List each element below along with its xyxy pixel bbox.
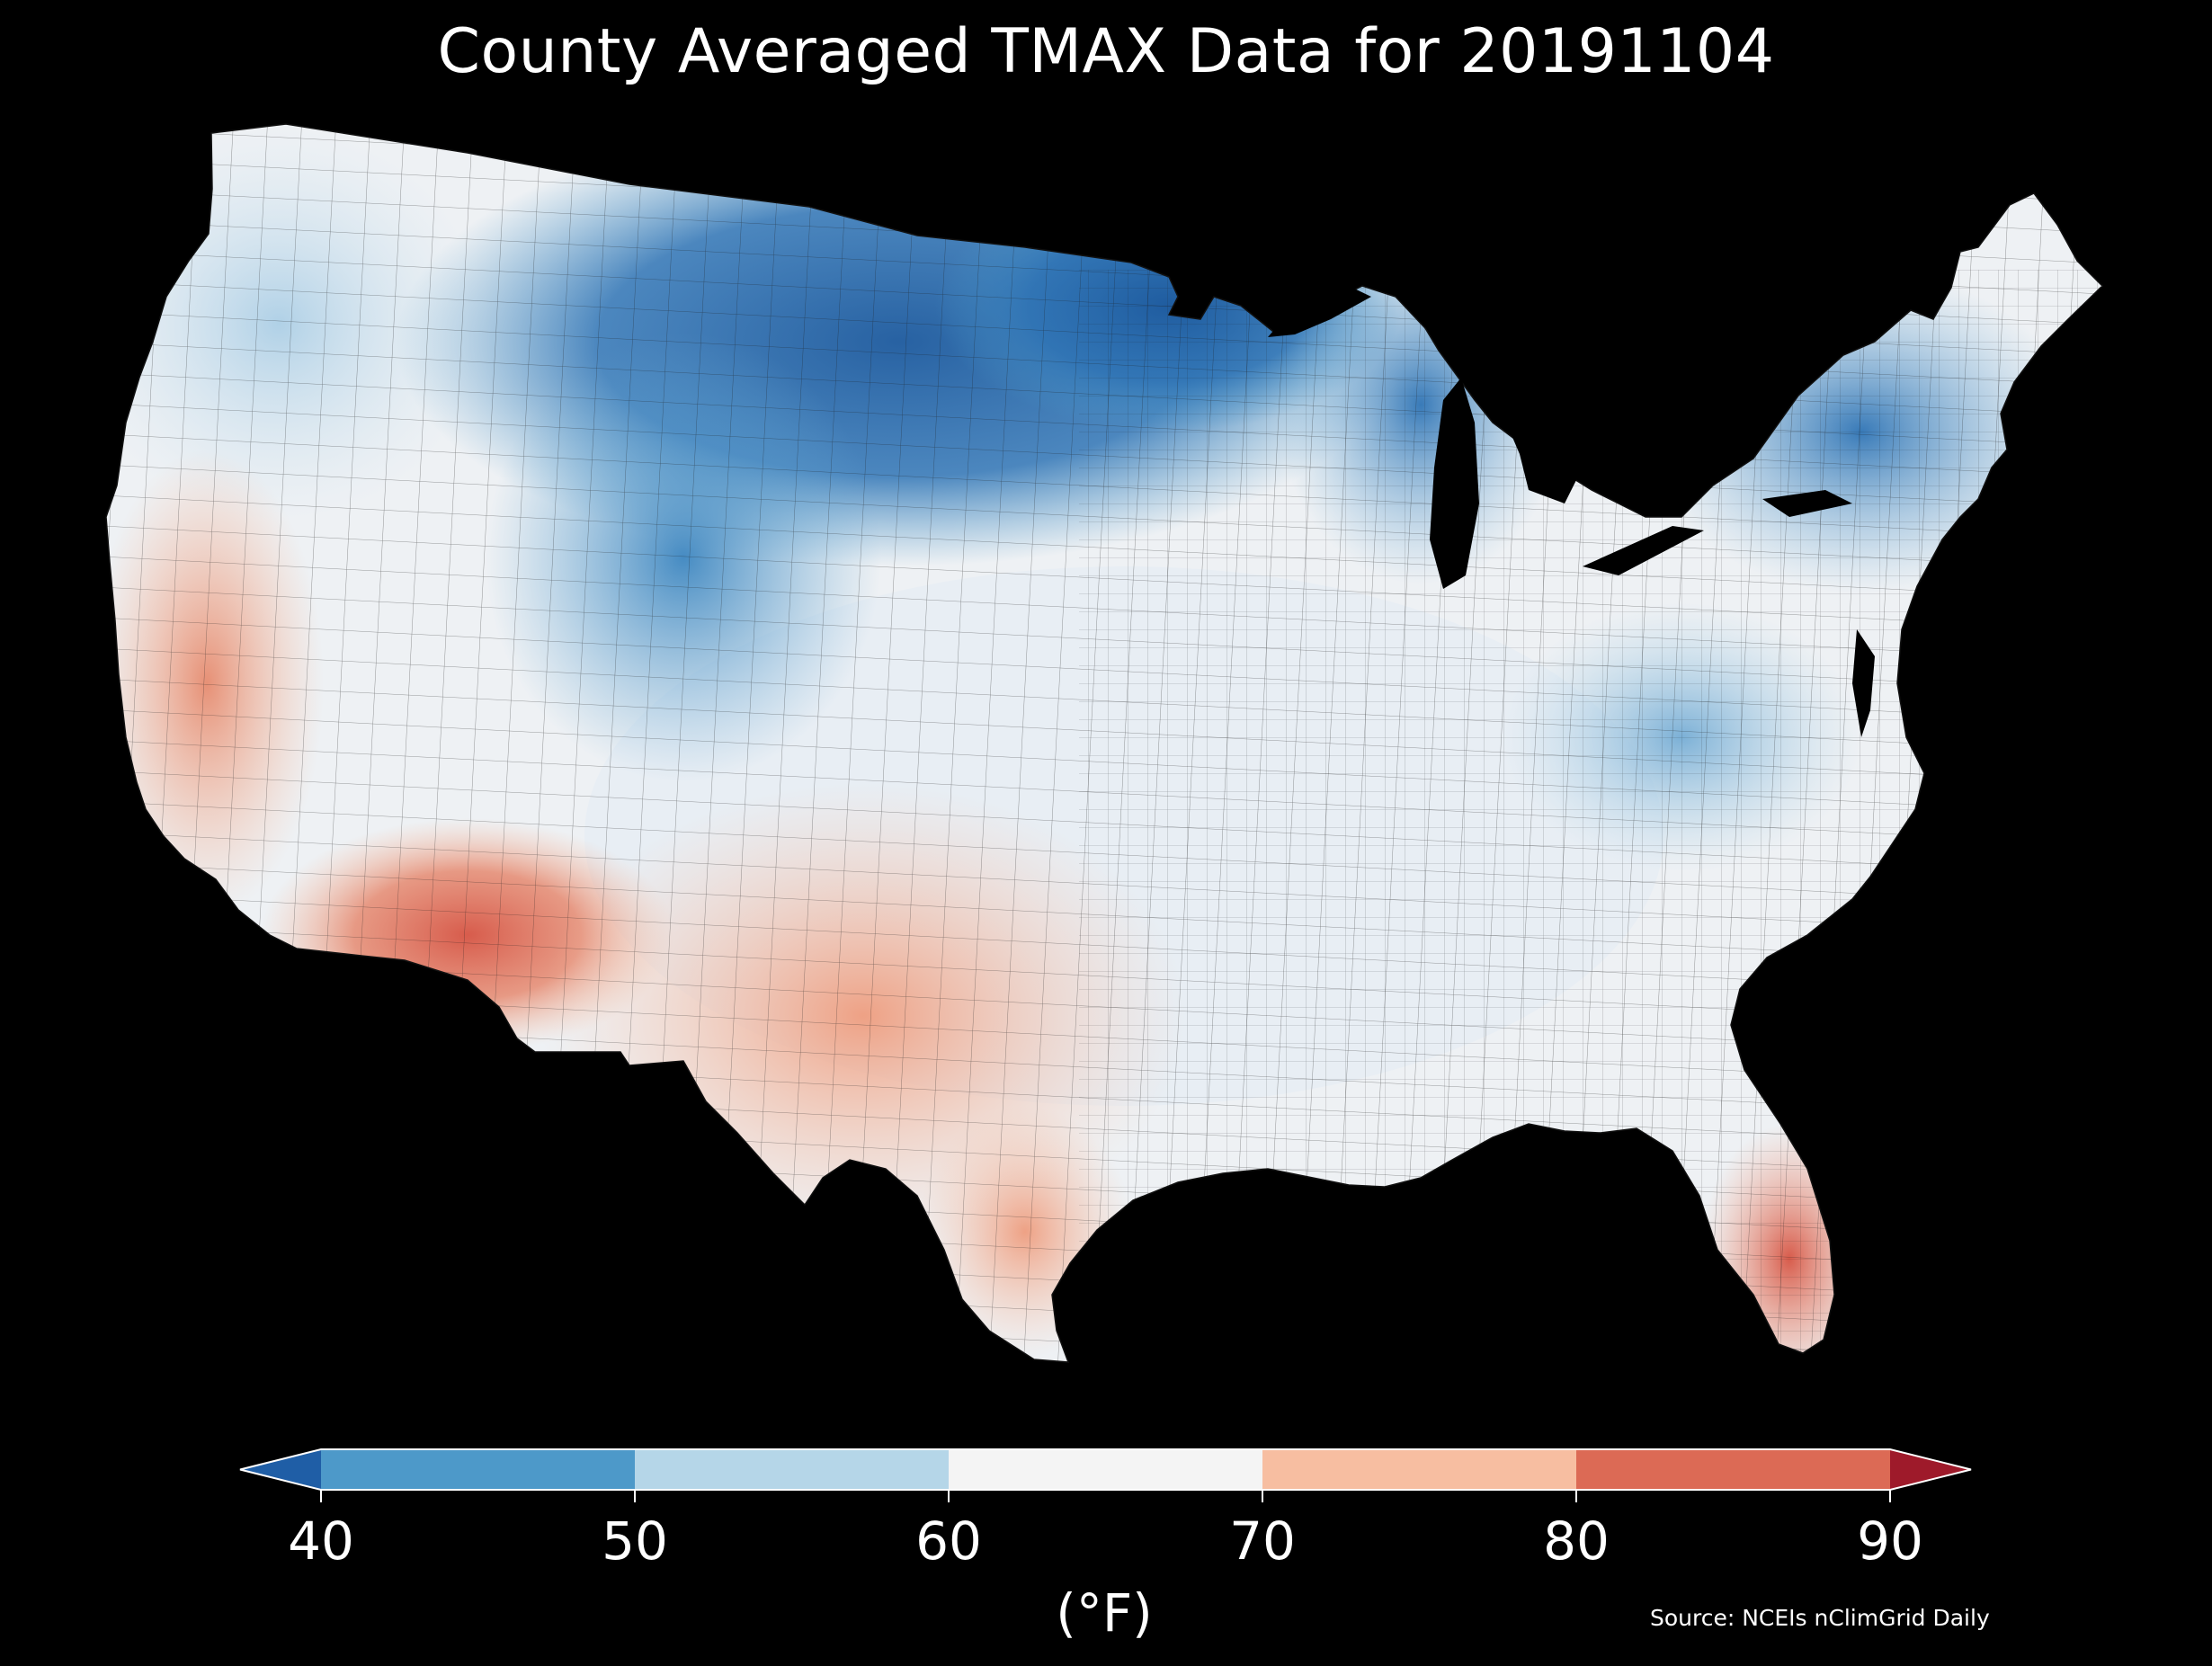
colorbar-tick: 70 [1229, 1510, 1296, 1572]
colorbar-segment [1262, 1449, 1576, 1490]
colorbar-tick: 80 [1543, 1510, 1610, 1572]
county-borders-east [1079, 270, 2102, 1362]
colorbar-extend-high [1890, 1449, 1971, 1490]
colorbar-segment [635, 1449, 949, 1490]
colorbar-tick: 60 [915, 1510, 982, 1572]
source-credit: Source: NCEIs nClimGrid Daily [1650, 1605, 1990, 1631]
colorbar-tick: 90 [1857, 1510, 1923, 1572]
lake-huron [1506, 405, 1583, 503]
lake-ontario [1762, 490, 1852, 517]
great-lakes [1268, 286, 1875, 737]
chesapeake-bay [1852, 629, 1875, 737]
colorbar-tick: 40 [288, 1510, 354, 1572]
map-title: County Averaged TMAX Data for 20191104 [437, 16, 1775, 87]
colorbar-segment [949, 1449, 1262, 1490]
colorbar-segment [1576, 1449, 1890, 1490]
colorbar [239, 1448, 1972, 1502]
colorbar-segment [321, 1449, 635, 1490]
colorbar-tick: 50 [602, 1510, 668, 1572]
colorbar-extend-low [240, 1449, 321, 1490]
colorbar-unit-label: (°F) [1056, 1582, 1153, 1644]
lake-michigan [1430, 378, 1479, 589]
lake-erie [1583, 526, 1704, 575]
lake-superior [1268, 286, 1371, 337]
